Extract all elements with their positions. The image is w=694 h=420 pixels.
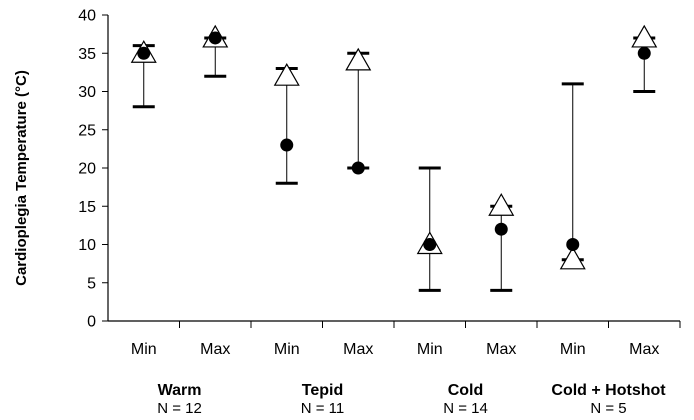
y-tick-label: 10	[78, 237, 96, 254]
circle-marker	[137, 46, 151, 60]
data-markers	[130, 24, 658, 270]
triangle-marker	[488, 193, 515, 216]
y-tick-label: 40	[78, 8, 96, 25]
y-tick-label: 35	[78, 46, 96, 63]
circle-marker	[208, 31, 222, 45]
x-category-label: Max	[486, 341, 516, 358]
triangle-marker	[345, 47, 372, 71]
triangle-marker	[559, 246, 586, 270]
y-tick-label: 5	[87, 275, 96, 292]
x-category-label: Min	[131, 341, 157, 358]
y-axis-label: Cardioplegia Temperature (°C)	[13, 70, 30, 286]
x-category-label: Max	[200, 341, 230, 358]
group-n-label: N = 12	[157, 400, 202, 417]
x-axis-labels: Min Max Min Max Min Max Min Max	[131, 341, 660, 358]
y-tick-label: 0	[87, 314, 96, 331]
circle-marker	[423, 238, 437, 251]
circle-marker	[280, 138, 294, 152]
circle-marker	[566, 238, 580, 251]
circle-marker	[494, 222, 508, 236]
group-name: Warm	[158, 382, 202, 399]
y-tick-label: 25	[78, 122, 96, 139]
x-category-label: Max	[629, 341, 659, 358]
group-name: Tepid	[302, 382, 343, 399]
range-bars	[132, 36, 656, 292]
y-tick-label: 30	[78, 84, 96, 101]
group-n-label: N = 14	[443, 400, 488, 417]
x-category-label: Min	[274, 341, 300, 358]
y-tick-label: 15	[78, 199, 96, 216]
y-tick-label: 20	[78, 161, 96, 178]
x-category-label: Min	[560, 341, 586, 358]
circle-marker	[637, 46, 651, 60]
triangle-marker	[273, 62, 300, 86]
group-name: Cold	[448, 382, 484, 399]
circle-marker	[351, 161, 365, 175]
group-name: Cold + Hotshot	[551, 382, 666, 399]
x-category-label: Min	[417, 341, 443, 358]
x-category-label: Max	[343, 341, 373, 358]
axes	[107, 15, 681, 328]
group-n-label: N = 11	[301, 400, 345, 417]
y-axis-ticks: 0 5 10 15 20 25 30 35 40	[78, 8, 108, 331]
group-n-label: N = 5	[590, 400, 626, 417]
